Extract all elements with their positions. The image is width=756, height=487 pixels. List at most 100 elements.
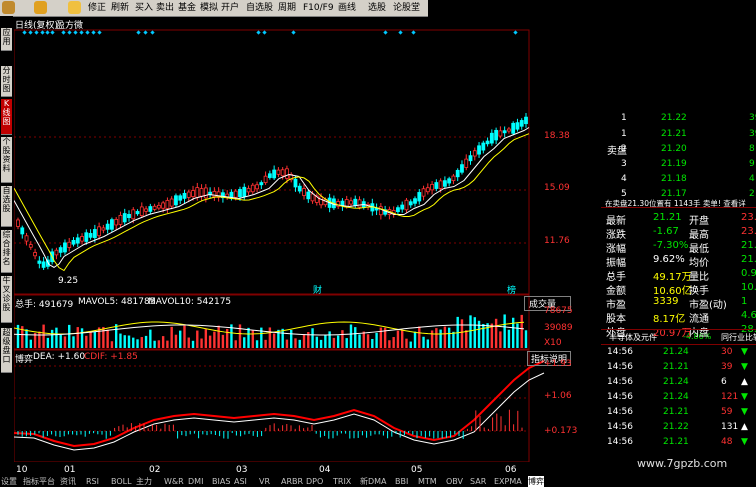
- event-marker-finance[interactable]: 财: [313, 286, 323, 296]
- quote-value: 23.2: [741, 226, 756, 237]
- volume-bar: [196, 330, 199, 348]
- volume-bar: [430, 330, 434, 348]
- volume-bar: [80, 328, 84, 348]
- candle-body: [161, 202, 166, 209]
- back-icon[interactable]: [2, 1, 15, 14]
- sector-compare-link[interactable]: 同行业比较: [721, 333, 756, 342]
- volume-ma5-label: MAVOL5: 481785: [78, 297, 156, 307]
- toolbar-pick-stock-button[interactable]: 选股: [368, 3, 387, 13]
- indicator-tab[interactable]: BOLL: [111, 477, 132, 486]
- toolbar-draw-button[interactable]: 画线: [338, 3, 357, 13]
- toolbar-simulate-button[interactable]: 模拟: [200, 3, 219, 13]
- candle-body: [203, 187, 208, 199]
- indicator-tab[interactable]: OBV: [446, 477, 464, 486]
- indicator-tab[interactable]: TRIX: [333, 477, 352, 486]
- indicator-tab[interactable]: RSI: [86, 477, 99, 486]
- volume-bar: [63, 336, 67, 348]
- indicator-tab[interactable]: 新DMA: [360, 477, 387, 486]
- indicator-tab[interactable]: 主力: [136, 477, 152, 486]
- chart-mode[interactable]: 盈方微: [56, 21, 84, 31]
- candle-body: [302, 188, 306, 196]
- toolbar-buy-button[interactable]: 买入: [135, 3, 154, 13]
- order-book-level: 5: [621, 189, 627, 199]
- volume-indicator-button[interactable]: 成交量: [524, 296, 572, 311]
- indicator-tab[interactable]: ASI: [234, 477, 247, 486]
- quote-value: 1: [741, 296, 748, 307]
- volume-bar: [42, 324, 45, 348]
- volume-bar: [46, 337, 50, 348]
- indicator-tab[interactable]: 资讯: [60, 477, 76, 486]
- tick-time: 14:56: [607, 347, 633, 357]
- indicator-tab[interactable]: 博弈: [528, 476, 544, 487]
- toolbar-refresh-button[interactable]: 刷新: [111, 3, 130, 13]
- left-tab-watchlist[interactable]: 自选股: [1, 186, 12, 227]
- price-axis-label: 15.09: [544, 183, 570, 193]
- indicator-tab[interactable]: W&R: [164, 477, 184, 486]
- indicator-tab[interactable]: BBI: [395, 477, 409, 486]
- toolbar-watchlist-button[interactable]: 自选股: [246, 3, 274, 13]
- indicator-tab[interactable]: 指标平台: [23, 477, 55, 486]
- tick-time: 14:56: [607, 377, 633, 387]
- indicator-help-button[interactable]: 指标说明: [527, 351, 572, 366]
- indicator-tab[interactable]: SAR: [470, 477, 487, 486]
- x-axis-label: 03: [236, 465, 248, 475]
- volume-bar: [153, 340, 156, 348]
- toolbar-open-account-button[interactable]: 开户: [221, 3, 240, 13]
- candle-body: [464, 158, 469, 168]
- left-tab-profile[interactable]: 个股资料: [1, 137, 12, 183]
- volume-bar: [336, 335, 340, 348]
- order-book-volume: 39: [749, 113, 756, 123]
- indicator-tab[interactable]: BIAS: [212, 477, 231, 486]
- candle-body: [297, 185, 302, 192]
- event-marker-rank[interactable]: 榜: [507, 286, 517, 296]
- toolbar-fix-button[interactable]: 修正: [88, 3, 107, 13]
- indicator-tab[interactable]: VR: [259, 477, 271, 486]
- indicator-tab[interactable]: MTM: [418, 477, 437, 486]
- indicator-tab[interactable]: ARBR: [281, 477, 304, 486]
- toolbar-period-button[interactable]: 周期: [278, 3, 297, 13]
- indicator-tab[interactable]: DPO: [306, 477, 324, 486]
- indicator-tab[interactable]: EXPMA: [494, 477, 522, 486]
- sector-name[interactable]: 半导体及元件: [609, 333, 657, 342]
- volume-bar: [16, 324, 20, 348]
- volume-bar: [149, 329, 152, 348]
- indicator-tab[interactable]: 设置: [1, 477, 17, 486]
- quote-label: 量比: [689, 272, 709, 283]
- volume-bar: [422, 336, 425, 348]
- candle-body: [58, 247, 63, 253]
- forward-icon[interactable]: [34, 1, 47, 14]
- left-tab-kline[interactable]: K线图: [1, 99, 12, 135]
- volume-bar: [460, 319, 464, 348]
- left-tab-app[interactable]: 应用: [1, 28, 12, 51]
- indicator-tab[interactable]: DMI: [188, 477, 204, 486]
- signal-diamond: [85, 30, 90, 35]
- volume-bar: [285, 339, 289, 348]
- left-tab-super-board[interactable]: 超级盘口: [1, 328, 12, 373]
- candle-body: [293, 178, 298, 188]
- tick-price: 21.21: [663, 437, 689, 447]
- quote-value: -1.67: [653, 226, 679, 237]
- toolbar-fund-button[interactable]: 基金: [178, 3, 197, 13]
- macd-pane-frame: [14, 349, 530, 462]
- toolbar-sell-button[interactable]: 卖出: [156, 3, 175, 13]
- toolbar-f10-button[interactable]: F10/F9: [303, 3, 334, 13]
- left-tab-diagnose[interactable]: 牛叉诊股: [1, 276, 12, 323]
- volume-bar: [208, 335, 212, 348]
- volume-bar: [157, 340, 161, 348]
- volume-bar: [213, 331, 216, 348]
- signal-diamond: [40, 30, 45, 35]
- volume-bar: [255, 340, 259, 348]
- candle-body: [20, 227, 25, 235]
- down-arrow-icon[interactable]: [68, 1, 81, 14]
- macd-axis-label: +0.173: [544, 426, 578, 436]
- order-book-note[interactable]: 在卖盘21.30位置有 1143手 卖单! 查看详: [605, 199, 746, 208]
- kline-chart[interactable]: [14, 16, 600, 462]
- volume-bar: [503, 314, 506, 348]
- left-tab-ranking[interactable]: 综合排名: [1, 230, 12, 273]
- order-book-level: 3: [621, 159, 627, 169]
- volume-bar: [225, 328, 229, 348]
- toolbar-forum-button[interactable]: 论股堂: [393, 3, 421, 13]
- left-tab-timeshare[interactable]: 分时图: [1, 66, 12, 97]
- order-book-volume: 39: [749, 129, 756, 139]
- volume-bar: [511, 317, 515, 348]
